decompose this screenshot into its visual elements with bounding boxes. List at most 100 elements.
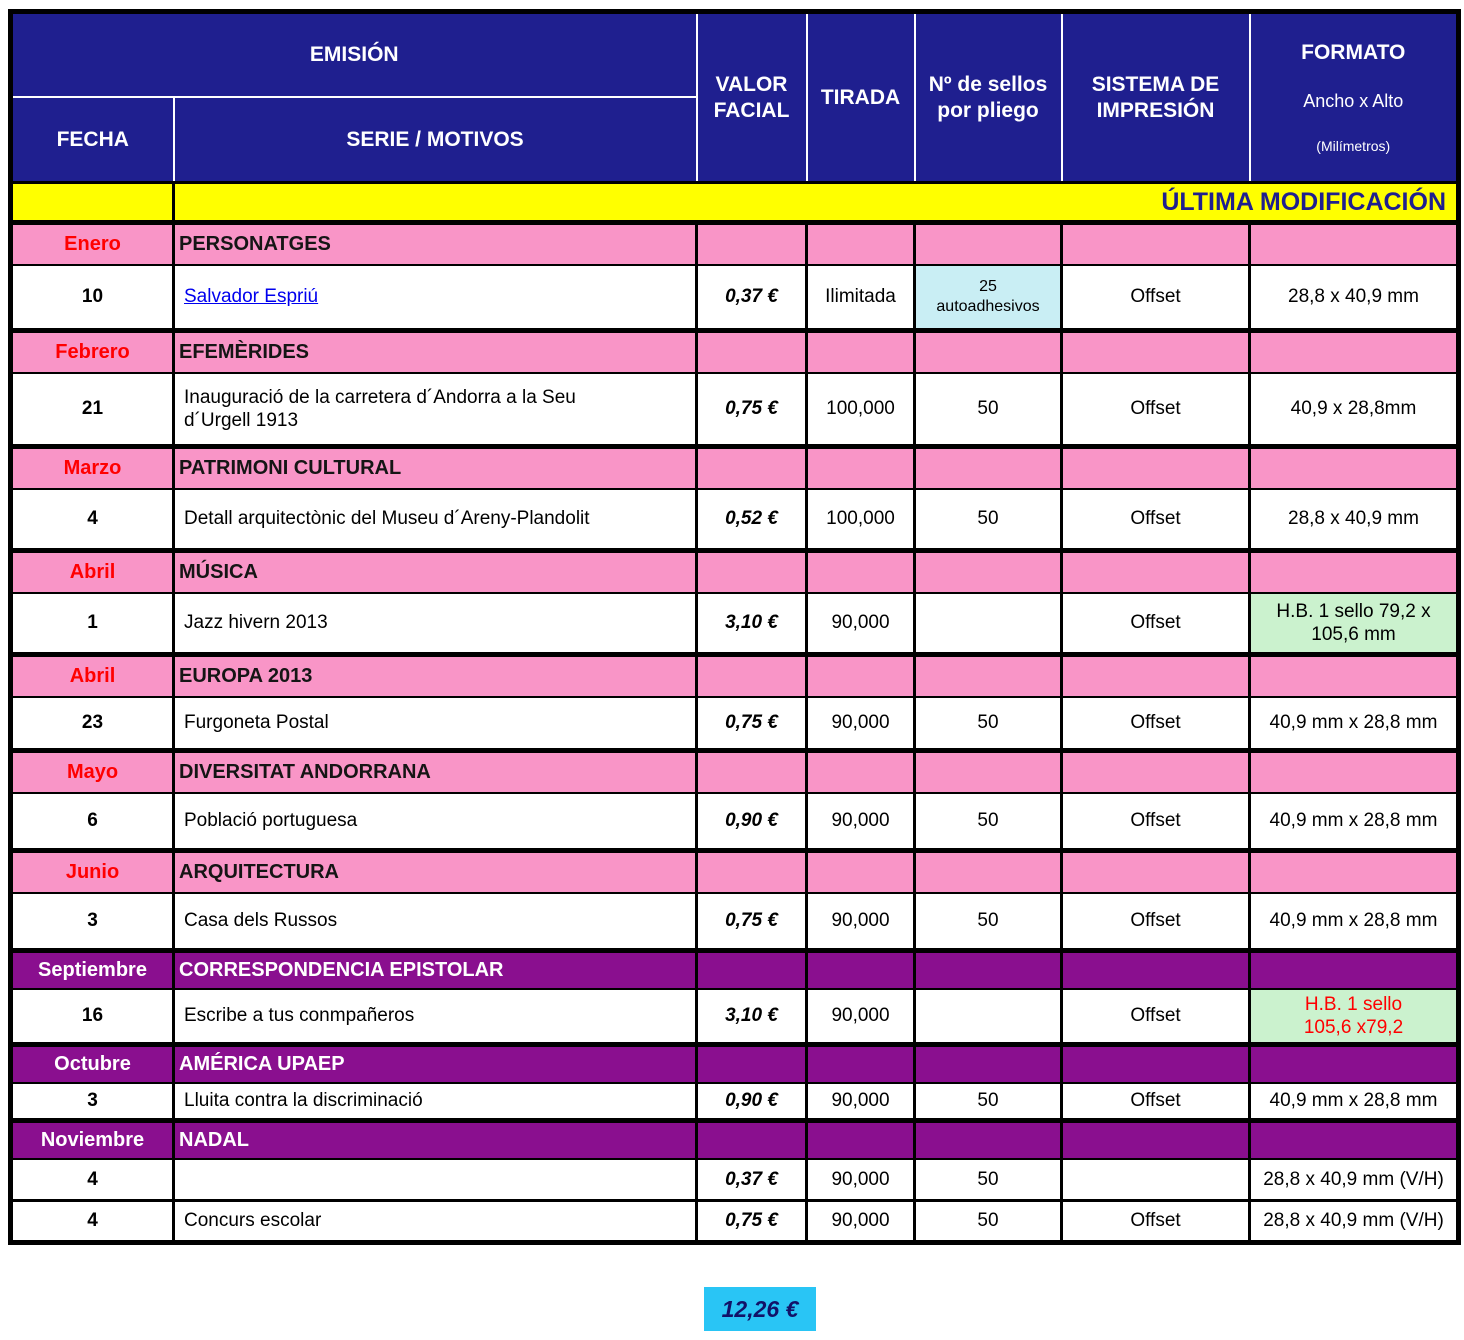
section-empty-cell xyxy=(1060,1118,1251,1160)
salvador-espriu-link[interactable]: Salvador Espriú xyxy=(184,286,319,308)
section-empty-cell xyxy=(805,1042,916,1084)
section-empty-cell xyxy=(1248,848,1460,894)
section-empty-cell xyxy=(805,1118,916,1160)
serie-cell: DIVERSITAT ANDORRANA xyxy=(172,748,698,794)
section-empty-cell xyxy=(1248,1042,1460,1084)
header-row-top: EMISIÓN VALOR FACIAL TIRADA Nº de sellos… xyxy=(9,10,1460,184)
date-cell: 4 xyxy=(9,487,175,553)
motivo-cell: Salvador Espriú xyxy=(172,263,698,333)
motivo-cell: Població portuguesa xyxy=(172,791,698,853)
formato-cell: 28,8 x 40,9 mm xyxy=(1248,263,1460,333)
section-empty-cell xyxy=(805,948,916,990)
formato-cell: 40,9 mm x 28,8 mm xyxy=(1248,1081,1460,1123)
pliego-cell: 25 autoadhesivos xyxy=(913,263,1063,333)
section-empty-cell xyxy=(913,1118,1063,1160)
item-row-inauguracio-carretera: 21 Inauguració de la carretera d´Andorra… xyxy=(9,371,1460,449)
month-cell: Septiembre xyxy=(9,948,175,990)
motivo-cell: Casa dels Russos xyxy=(172,891,698,953)
sistema-impresion-column-header: SISTEMA DE IMPRESIÓN xyxy=(1060,10,1251,184)
motivo-cell: Concurs escolar xyxy=(172,1199,698,1245)
section-empty-cell xyxy=(695,444,808,490)
date-cell: 3 xyxy=(9,891,175,953)
ultima-modificacion-banner: ÚLTIMA MODIFICACIÓN xyxy=(9,181,1460,226)
item-row-nadal-1: 4 0,37 € 90,000 50 28,8 x 40,9 mm (V/H) xyxy=(9,1157,1460,1203)
motivo-cell: Inauguració de la carretera d´Andorra a … xyxy=(172,371,698,449)
motivo-cell: Escribe a tus conmpañeros xyxy=(172,987,698,1047)
month-cell: Abril xyxy=(9,548,175,594)
total-facial-value: 12,26 € xyxy=(704,1287,816,1332)
tirada-column-header: TIRADA xyxy=(805,10,916,184)
section-empty-cell xyxy=(1060,1042,1251,1084)
serie-cell: PERSONATGES xyxy=(172,220,698,266)
sistema-cell: Offset xyxy=(1060,987,1251,1047)
fecha-column-header: FECHA xyxy=(9,96,175,184)
section-row-abril-musica: Abril MÚSICA xyxy=(9,548,1460,594)
formato-cell: 28,8 x 40,9 mm (V/H) xyxy=(1248,1199,1460,1245)
sistema-cell: Offset xyxy=(1060,891,1251,953)
emissions-table: EMISIÓN VALOR FACIAL TIRADA Nº de sellos… xyxy=(8,9,1461,1246)
serie-cell: CORRESPONDENCIA EPISTOLAR xyxy=(172,948,698,990)
serie-cell: PATRIMONI CULTURAL xyxy=(172,444,698,490)
section-empty-cell xyxy=(1060,748,1251,794)
valor-cell: 0,90 € xyxy=(695,791,808,853)
date-cell: 21 xyxy=(9,371,175,449)
sellos-pliego-column-header: Nº de sellos por pliego xyxy=(913,10,1063,184)
ultima-modificacion-label: ÚLTIMA MODIFICACIÓN xyxy=(172,181,1460,226)
date-cell: 16 xyxy=(9,987,175,1047)
section-empty-cell xyxy=(695,848,808,894)
section-empty-cell xyxy=(1248,748,1460,794)
section-empty-cell xyxy=(1248,444,1460,490)
section-row-septiembre: Septiembre CORRESPONDENCIA EPISTOLAR xyxy=(9,948,1460,990)
serie-cell: EUROPA 2013 xyxy=(172,652,698,698)
section-row-marzo: Marzo PATRIMONI CULTURAL xyxy=(9,444,1460,490)
motivo-cell: Lluita contra la discriminació xyxy=(172,1081,698,1123)
formato-subtitle: Ancho x Alto xyxy=(1303,90,1404,111)
formato-title: FORMATO xyxy=(1301,40,1406,64)
tirada-cell: 90,000 xyxy=(805,1199,916,1245)
pliego-cell: 50 xyxy=(913,371,1063,449)
section-empty-cell xyxy=(913,328,1063,374)
section-row-mayo: Mayo DIVERSITAT ANDORRANA xyxy=(9,748,1460,794)
item-row-concurs-escolar: 4 Concurs escolar 0,75 € 90,000 50 Offse… xyxy=(9,1199,1460,1245)
section-empty-cell xyxy=(695,1118,808,1160)
section-empty-cell xyxy=(695,652,808,698)
section-empty-cell xyxy=(805,748,916,794)
valor-cell: 0,37 € xyxy=(695,1157,808,1203)
item-row-casa-dels-russos: 3 Casa dels Russos 0,75 € 90,000 50 Offs… xyxy=(9,891,1460,953)
section-empty-cell xyxy=(805,220,916,266)
valor-cell: 0,37 € xyxy=(695,263,808,333)
item-row-escribe-companeros: 16 Escribe a tus conmpañeros 3,10 € 90,0… xyxy=(9,987,1460,1047)
motivo-cell: Jazz hivern 2013 xyxy=(172,591,698,657)
sistema-cell: Offset xyxy=(1060,487,1251,553)
section-empty-cell xyxy=(1248,1118,1460,1160)
valor-facial-column-header: VALOR FACIAL xyxy=(695,10,808,184)
serie-cell: EFEMÈRIDES xyxy=(172,328,698,374)
serie-cell: MÚSICA xyxy=(172,548,698,594)
valor-cell: 0,75 € xyxy=(695,695,808,753)
pliego-cell: 50 xyxy=(913,791,1063,853)
sistema-cell: Offset xyxy=(1060,791,1251,853)
section-empty-cell xyxy=(913,652,1063,698)
pliego-cell: 50 xyxy=(913,1081,1063,1123)
section-empty-cell xyxy=(805,652,916,698)
item-row-salvador-espriu: 10 Salvador Espriú 0,37 € Ilimitada 25 a… xyxy=(9,263,1460,333)
item-row-furgoneta-postal: 23 Furgoneta Postal 0,75 € 90,000 50 Off… xyxy=(9,695,1460,753)
month-cell: Junio xyxy=(9,848,175,894)
sistema-cell: Offset xyxy=(1060,1081,1251,1123)
section-empty-cell xyxy=(1060,848,1251,894)
section-empty-cell xyxy=(1060,444,1251,490)
sistema-cell: Offset xyxy=(1060,263,1251,333)
tirada-cell: Ilimitada xyxy=(805,263,916,333)
section-row-junio: Junio ARQUITECTURA xyxy=(9,848,1460,894)
date-cell: 1 xyxy=(9,591,175,657)
header-row-sub: FECHA SERIE / MOTIVOS xyxy=(9,96,1459,184)
date-cell: 3 xyxy=(9,1081,175,1123)
item-row-detall-arquitectonic: 4 Detall arquitectònic del Museu d´Areny… xyxy=(9,487,1460,553)
serie-cell: NADAL xyxy=(172,1118,698,1160)
month-cell: Octubre xyxy=(9,1042,175,1084)
date-cell: 4 xyxy=(9,1157,175,1203)
section-empty-cell xyxy=(1248,948,1460,990)
section-empty-cell xyxy=(1060,948,1251,990)
valor-cell: 0,90 € xyxy=(695,1081,808,1123)
valor-cell: 0,52 € xyxy=(695,487,808,553)
